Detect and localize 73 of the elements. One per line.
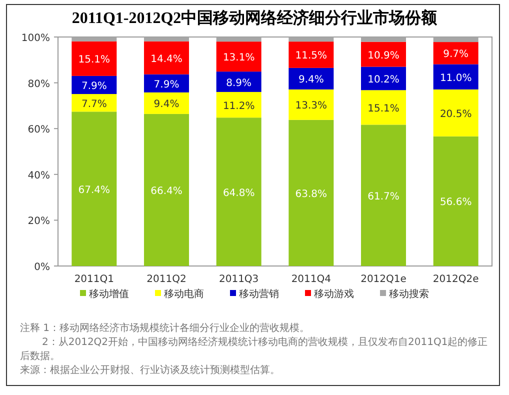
chart-title: 2011Q1-2012Q2中国移动网络经济细分行业市场份额 [70,8,438,29]
bar [72,112,117,266]
source-note: 来源：根据企业公开财报、行业访谈及统计预测模型估算。 [20,364,281,378]
data-label: 67.4% [78,184,110,196]
x-tick-label: 2011Q4 [291,274,332,285]
data-label: 15.1% [368,103,400,114]
legend-label: 移动增值 [89,288,129,300]
y-tick-label: 60% [28,124,50,136]
bar [433,37,478,42]
x-tick-label: 2011Q1 [74,274,114,285]
data-label: 11.5% [295,50,328,62]
data-label: 11.0% [440,72,472,84]
bar [433,64,478,90]
bar [216,37,262,42]
data-label: 7.7% [81,98,107,110]
data-label: 9.7% [443,49,469,60]
bar [433,89,478,136]
bar [144,41,189,74]
bar [216,42,262,72]
legend-label: 移动搜索 [389,288,429,300]
text: 注释 1：移动网络经济市场规模统计各细分行业企业的营收规模。 [20,322,311,336]
bar [216,118,262,266]
y-tick-label: 40% [28,170,50,182]
data-label: 7.9% [81,80,107,92]
bar [72,76,117,94]
y-tick-label: 100% [21,33,50,44]
data-label: 7.9% [154,79,180,90]
bar [72,41,117,76]
bar [288,89,334,120]
bar [72,37,117,42]
bar [361,42,406,67]
legend-label: 移动电商 [164,288,204,300]
bar [361,124,406,266]
data-label: 63.8% [295,188,328,200]
bar [288,68,334,90]
bar [433,136,478,266]
bar [433,42,478,64]
data-label: 13.3% [295,100,328,112]
x-tick-label: 2011Q3 [218,274,259,285]
bar [288,42,334,68]
data-label: 9.4% [298,74,324,86]
data-label: 10.2% [368,74,400,86]
y-tick-label: 80% [28,78,50,90]
data-label: 11.2% [222,100,255,112]
bar [288,37,334,42]
data-label: 66.4% [150,186,182,197]
legend-label: 移动游戏 [314,288,354,300]
bar [216,72,262,92]
bar [288,120,334,266]
data-label: 8.9% [226,78,252,89]
text: 2：从2012Q2开始，中国移动网络经济规模统计移动电商的营收规模，且仅发布自2011Q1起的修正后数据。 [20,336,489,364]
data-label: 56.6% [440,197,472,208]
data-label: 15.1% [78,54,110,66]
bar [361,37,406,42]
data-label: 9.4% [154,99,180,110]
data-label: 64.8% [222,188,255,199]
bar [216,92,262,118]
data-label: 61.7% [368,191,400,202]
data-label: 13.1% [222,52,255,64]
y-tick-label: 0% [34,262,50,273]
bar [144,92,189,114]
data-label: 20.5% [440,108,472,120]
y-tick-label: 20% [28,216,50,228]
x-tick-label: 2012Q2e [432,274,479,285]
bar [72,94,117,112]
x-tick-label: 2012Q1e [360,274,406,285]
data-label: 10.9% [368,50,400,62]
data-label: 14.4% [150,54,182,65]
bar [144,37,189,42]
bar [361,90,406,125]
x-tick-label: 2011Q2 [146,274,186,285]
bar [144,114,189,266]
legend-label: 移动营销 [239,288,279,300]
